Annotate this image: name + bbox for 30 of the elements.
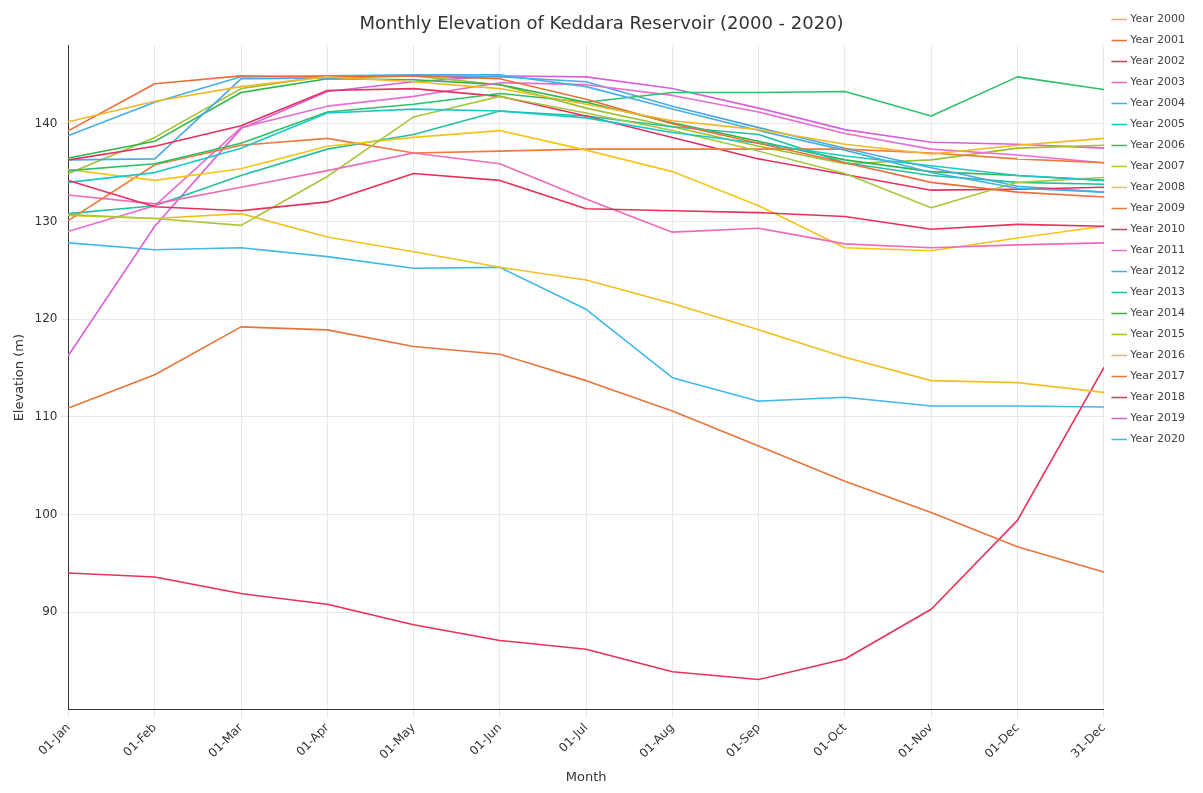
x-axis-title: Month xyxy=(565,768,607,784)
y-tick-label: 140 xyxy=(34,115,58,130)
legend-label: Year 2004 xyxy=(1129,96,1185,110)
legend-label: Year 2020 xyxy=(1129,432,1185,446)
y-tick-label: 90 xyxy=(42,604,58,619)
y-tick-label: 130 xyxy=(34,213,58,228)
legend-label: Year 2006 xyxy=(1129,138,1185,152)
legend-label: Year 2017 xyxy=(1129,369,1185,383)
legend-label: Year 2003 xyxy=(1129,75,1185,89)
legend-label: Year 2011 xyxy=(1129,243,1185,257)
legend-label: Year 2008 xyxy=(1129,180,1185,194)
legend-label: Year 2009 xyxy=(1129,201,1185,215)
chart-title: Monthly Elevation of Keddara Reservoir (2000 - 2020) xyxy=(359,12,844,34)
legend-label: Year 2001 xyxy=(1129,33,1185,47)
y-tick-label: 100 xyxy=(34,506,58,521)
legend-label: Year 2005 xyxy=(1129,117,1185,131)
legend-label: Year 2002 xyxy=(1129,54,1185,68)
y-axis-title: Elevation (m) xyxy=(11,334,27,422)
legend-label: Year 2007 xyxy=(1129,159,1185,173)
legend-label: Year 2000 xyxy=(1129,12,1185,26)
legend-label: Year 2015 xyxy=(1129,327,1185,341)
y-tick-label: 110 xyxy=(34,408,58,423)
legend-label: Year 2014 xyxy=(1129,306,1185,320)
legend-label: Year 2019 xyxy=(1129,411,1185,425)
legend-label: Year 2013 xyxy=(1129,285,1185,299)
legend-label: Year 2010 xyxy=(1129,222,1185,236)
legend-label: Year 2016 xyxy=(1129,348,1185,362)
legend-label: Year 2018 xyxy=(1129,390,1185,404)
legend-label: Year 2012 xyxy=(1129,264,1185,278)
y-tick-label: 120 xyxy=(34,311,58,326)
